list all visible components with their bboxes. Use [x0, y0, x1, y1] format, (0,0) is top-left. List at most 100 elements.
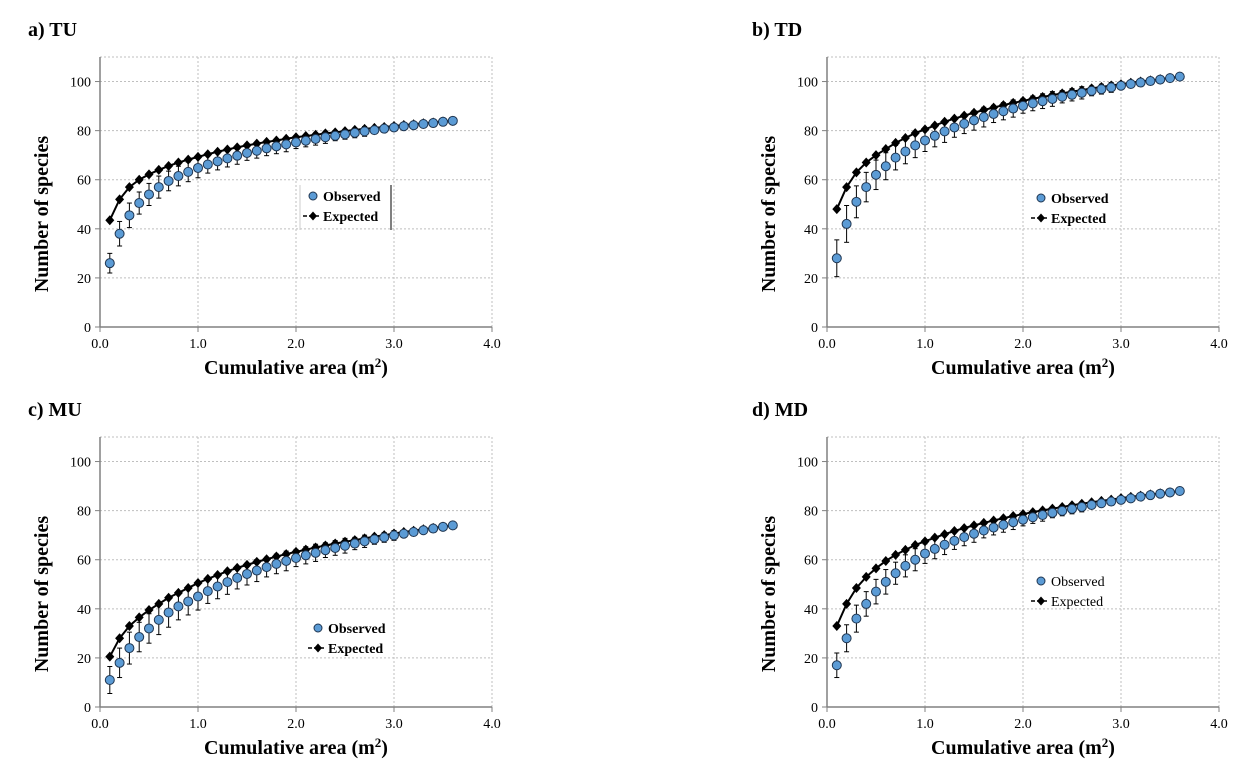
observed-point — [890, 152, 901, 163]
observed-point — [193, 162, 203, 173]
observed-point — [998, 106, 1009, 117]
observed-point — [1027, 98, 1038, 109]
observed-point — [1057, 91, 1068, 102]
expected-point — [193, 151, 203, 162]
expected-point — [930, 532, 940, 543]
y-tick-label: 100 — [70, 76, 91, 91]
y-axis-title: Number of species — [758, 516, 780, 672]
observed-point — [1135, 77, 1146, 88]
x-axis-title-text: Cumulative area (m — [204, 357, 375, 379]
expected-point — [900, 544, 910, 555]
legend-expected-marker — [309, 211, 317, 221]
observed-point — [369, 534, 380, 545]
observed-point — [1116, 494, 1126, 505]
expected-point — [861, 157, 871, 168]
legend-observed-label: Observed — [328, 622, 386, 637]
observed-point — [183, 596, 194, 607]
observed-point — [222, 153, 233, 164]
y-tick-label: 20 — [77, 272, 91, 287]
observed-point — [1125, 79, 1136, 89]
observed-point — [871, 169, 881, 180]
panel-label: a) TU — [28, 19, 77, 41]
observed-point — [1018, 100, 1028, 111]
y-tick-label: 0 — [811, 701, 818, 716]
observed-point — [438, 521, 448, 532]
expected-point — [891, 549, 901, 560]
observed-point — [969, 115, 979, 126]
observed-point — [1008, 103, 1019, 114]
legend: Observed Expected — [299, 185, 392, 230]
observed-point — [134, 632, 145, 643]
legend: Observed Expected — [1031, 192, 1109, 227]
observed-point — [300, 135, 311, 146]
x-tick-label: 2.0 — [1014, 337, 1032, 352]
x-tick-label: 1.0 — [189, 337, 207, 352]
observed-point — [1155, 488, 1166, 499]
x-tick-label: 4.0 — [483, 717, 501, 732]
observed-point — [1067, 503, 1077, 514]
x-tick-label: 2.0 — [1014, 717, 1032, 732]
x-tick-label: 4.0 — [1210, 337, 1228, 352]
expected-point — [213, 146, 223, 157]
observed-point — [330, 130, 341, 141]
observed-point — [1145, 490, 1156, 501]
observed-point — [1086, 85, 1097, 96]
expected-point — [861, 571, 871, 582]
x-tick-label: 1.0 — [916, 717, 934, 732]
y-tick-label: 60 — [804, 554, 818, 569]
expected-point — [115, 194, 125, 205]
observed-point — [861, 182, 872, 193]
x-axis-title-end: ) — [1108, 737, 1115, 759]
expected-point — [940, 529, 950, 540]
observed-point — [1027, 512, 1038, 523]
observed-point — [398, 121, 409, 132]
legend-observed-label: Observed — [1051, 575, 1105, 590]
y-tick-label: 80 — [804, 505, 818, 520]
expected-point — [949, 526, 959, 537]
x-tick-label: 1.0 — [189, 717, 207, 732]
expected-point — [164, 160, 174, 171]
legend-observed-marker — [1036, 576, 1046, 586]
observed-point — [173, 601, 184, 612]
observed-point — [871, 586, 881, 597]
observed-point — [1067, 89, 1077, 100]
expected-point — [900, 133, 910, 143]
observed-point — [920, 135, 930, 146]
observed-point — [1096, 498, 1107, 509]
observed-point — [1155, 74, 1166, 85]
observed-point — [212, 581, 223, 592]
expected-point — [154, 598, 164, 609]
observed-point — [124, 643, 135, 654]
observed-point — [261, 143, 272, 154]
observed-point — [242, 568, 252, 579]
x-axis-title: Cumulative area (m2) — [931, 735, 1115, 759]
panel-label: c) MU — [28, 399, 82, 421]
observed-point — [959, 532, 970, 543]
y-tick-label: 40 — [804, 603, 818, 618]
observed-point — [340, 129, 350, 140]
x-tick-label: 0.0 — [91, 337, 109, 352]
expected-point — [105, 215, 115, 226]
observed-point — [320, 132, 331, 143]
expected-point — [832, 204, 842, 215]
observed-point — [222, 577, 233, 588]
expected-point — [881, 555, 891, 566]
y-tick-label: 80 — [77, 125, 91, 140]
observed-point — [183, 166, 194, 177]
x-tick-label: 3.0 — [1112, 717, 1130, 732]
observed-point — [212, 156, 223, 167]
legend-expected-marker — [1037, 596, 1045, 606]
expected-point — [832, 621, 842, 631]
observed-point — [202, 159, 213, 170]
observed-point — [418, 525, 429, 536]
observed-point — [1106, 496, 1117, 507]
x-tick-label: 4.0 — [1210, 717, 1228, 732]
observed-point — [1135, 491, 1146, 502]
observed-point — [1008, 517, 1019, 528]
x-axis-title-text: Cumulative area (m — [931, 357, 1102, 379]
expected-point — [154, 164, 164, 175]
legend-expected-marker — [1037, 213, 1045, 223]
x-axis-title-end: ) — [381, 357, 388, 379]
observed-point — [320, 545, 331, 556]
